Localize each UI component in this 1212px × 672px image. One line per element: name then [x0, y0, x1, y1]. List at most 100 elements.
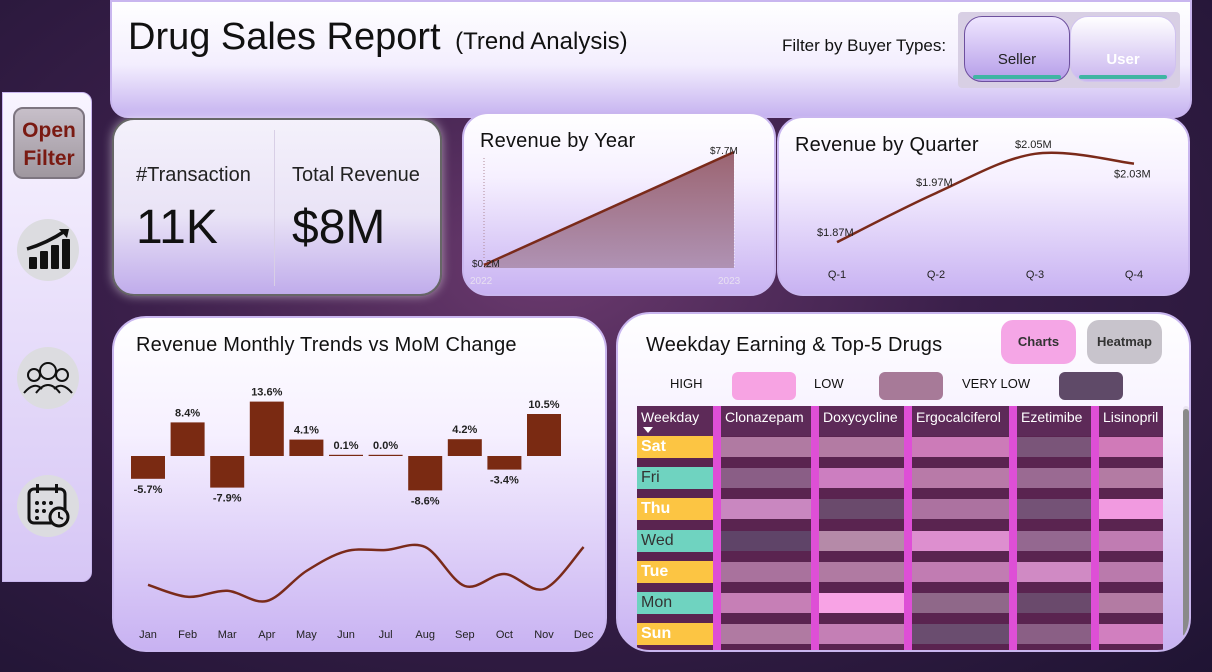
kpi-divider — [274, 130, 275, 286]
heatmap-column-doxycycline[interactable]: Doxycycline — [815, 406, 912, 436]
mom-label-may: 4.1% — [294, 425, 319, 437]
heatmap-cell-mon-doxycycline — [819, 592, 904, 613]
heatmap-cell — [717, 467, 819, 499]
revenue-by-year-title: Revenue by Year — [480, 130, 636, 152]
heatmap-cell — [1013, 529, 1099, 561]
heatmap-cell — [717, 498, 819, 530]
heatmap-cell-wed-lisinopril — [1099, 530, 1163, 551]
heatmap-row-sun: Sun — [637, 623, 1163, 650]
weekday-cell: Fri — [637, 467, 721, 499]
month-tick-sep: Sep — [455, 629, 475, 641]
heatmap-cell-wed-ezetimibe — [1017, 530, 1091, 551]
quarter-line — [836, 151, 1135, 244]
weekday-cell: Thu — [637, 498, 721, 530]
weekday-label-wed: Wed — [637, 529, 713, 552]
sidebar: Open Filter — [2, 92, 92, 582]
page-title: Drug Sales Report (Trend Analysis) — [128, 16, 628, 59]
heatmap-cell-fri-ezetimibe — [1017, 468, 1091, 489]
buyer-type-slicer: Seller User — [958, 12, 1180, 88]
heatmap-cell-sat-ergocalciferol — [912, 437, 1009, 457]
heatmap-cell-fri-doxycycline — [819, 468, 904, 489]
calendar-clock-icon[interactable] — [17, 475, 79, 537]
heatmap-cell-tue-doxycycline — [819, 561, 904, 582]
weekday-cell: Sun — [637, 623, 721, 650]
user-indicator — [1079, 75, 1167, 79]
sort-desc-icon — [643, 427, 653, 433]
mom-bar-aug — [408, 456, 443, 491]
heatmap-cell-wed-ergocalciferol — [912, 530, 1009, 551]
heatmap-cell-sun-ergocalciferol — [912, 624, 1009, 645]
weekday-label-sat: Sat — [637, 436, 713, 458]
year-label-2022-value: $0.2M — [472, 259, 500, 270]
kpi-card: #Transaction 11K Total Revenue $8M — [112, 118, 442, 296]
heatmap-column-clonazepam[interactable]: Clonazepam — [717, 406, 819, 436]
mom-bar-apr — [249, 401, 284, 456]
heatmap-cell-thu-clonazepam — [721, 499, 811, 520]
heatmap-cell — [1095, 560, 1163, 592]
monthly-trends-chart: -5.7% Jan 8.4% Feb -7.9% Mar 13.6% Apr 4.1% May 0.… — [131, 387, 594, 641]
mom-bar-feb — [170, 422, 205, 456]
mom-label-jun: 0.1% — [333, 440, 358, 452]
year-label-2023-value: $7.7M — [710, 146, 738, 157]
quarter-label-q-1: $1.87M — [817, 227, 854, 239]
legend-low-swatch — [879, 372, 943, 400]
open-filter-button[interactable]: Open Filter — [13, 107, 85, 179]
mom-bar-may — [289, 439, 324, 456]
charts-view-button[interactable]: Charts — [1001, 320, 1076, 364]
heatmap-cell — [815, 591, 912, 624]
heatmap-column-ergocalciferol[interactable]: Ergocalciferol — [908, 406, 1017, 436]
heatmap-cell — [1095, 498, 1163, 530]
people-group-icon[interactable] — [17, 347, 79, 409]
buyer-type-user-button[interactable]: User — [1070, 16, 1176, 82]
mom-label-aug: -8.6% — [411, 495, 440, 507]
heatmap-cell-sat-doxycycline — [819, 437, 904, 457]
heatmap-cell — [908, 623, 1017, 650]
revenue-by-quarter-card: Revenue by Quarter $1.87M Q-1 $1.97M Q-2 $2.… — [777, 116, 1190, 296]
heatmap-cell-thu-ezetimibe — [1017, 499, 1091, 520]
month-tick-mar: Mar — [218, 629, 237, 641]
heatmap-cell — [1013, 591, 1099, 624]
mom-label-oct: -3.4% — [490, 475, 519, 487]
month-tick-apr: Apr — [258, 629, 275, 641]
mom-label-feb: 8.4% — [175, 407, 200, 419]
heatmap-cell — [1095, 436, 1163, 468]
heatmap-column-ezetimibe[interactable]: Ezetimibe — [1013, 406, 1099, 436]
weekday-cell: Mon — [637, 591, 721, 624]
heatmap-cell — [908, 591, 1017, 624]
mom-bar-jun — [329, 454, 363, 456]
weekday-cell: Wed — [637, 529, 721, 561]
heatmap-cell — [717, 623, 819, 650]
heatmap-scrollbar-thumb[interactable] — [1183, 409, 1189, 637]
growth-chart-icon[interactable] — [17, 219, 79, 281]
heatmap-view-button[interactable]: Heatmap — [1087, 320, 1162, 364]
heatmap-cell — [717, 436, 819, 468]
heatmap-cell — [908, 529, 1017, 561]
revenue-by-year-chart: $0.2M $7.7M 2022 2023 — [470, 146, 741, 287]
heatmap-cell — [1095, 623, 1163, 650]
total-revenue-label: Total Revenue — [292, 164, 420, 186]
transactions-value: 11K — [136, 201, 218, 254]
heatmap-row-wed: Wed — [637, 529, 1163, 561]
buyer-filter-label: Filter by Buyer Types: — [782, 36, 947, 55]
heatmap-cell-tue-ezetimibe — [1017, 561, 1091, 582]
heatmap-cell — [908, 436, 1017, 468]
year-line — [483, 150, 735, 267]
heatmap-cell-mon-clonazepam — [721, 592, 811, 613]
title-subtitle: (Trend Analysis) — [455, 28, 628, 55]
weekday-earning-card: Weekday Earning & Top-5 Drugs Charts Hea… — [616, 312, 1191, 652]
heatmap-cell — [1095, 529, 1163, 561]
weekday-label-sun: Sun — [637, 623, 713, 646]
heatmap-column-lisinopril[interactable]: Lisinopril — [1095, 406, 1163, 436]
heatmap-cell-fri-lisinopril — [1099, 468, 1163, 489]
mom-label-sep: 4.2% — [452, 424, 477, 436]
legend-very-low-label: VERY LOW — [962, 376, 1031, 391]
quarter-label-q-4: $2.03M — [1114, 169, 1151, 181]
heatmap-cell-sun-lisinopril — [1099, 624, 1163, 645]
buyer-type-seller-button[interactable]: Seller — [964, 16, 1070, 82]
heatmap-weekday-header[interactable]: Weekday — [637, 406, 721, 436]
quarter-tick-q-1: Q-1 — [828, 269, 846, 281]
mom-bar-oct — [487, 456, 522, 470]
heatmap-cell-mon-ergocalciferol — [912, 592, 1009, 613]
heatmap-cell-fri-clonazepam — [721, 468, 811, 489]
user-label: User — [1106, 51, 1140, 68]
